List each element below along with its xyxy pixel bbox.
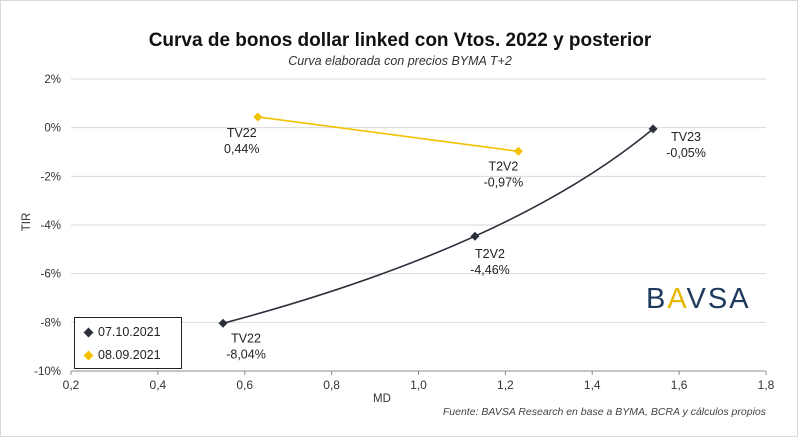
x-tick-label: 1,2 — [497, 378, 514, 392]
x-tick-label: 1,6 — [671, 378, 688, 392]
x-axis-label: MD — [373, 393, 391, 405]
legend-marker-dark — [83, 327, 94, 337]
point-value-label: -8,04% — [226, 347, 266, 361]
chart-subtitle: Curva elaborada con precios BYMA T+2 — [288, 54, 512, 68]
source-note: Fuente: BAVSA Research en base a BYMA, B… — [442, 406, 766, 418]
y-tick-label: -2% — [41, 171, 61, 183]
x-tick-label: 0,8 — [323, 378, 340, 392]
point-ticker-label: TV23 — [671, 130, 701, 144]
y-tick-label: 0% — [44, 123, 61, 135]
series-curve-07-10-2021 — [222, 128, 654, 325]
point-value-label: -0,97% — [484, 175, 524, 189]
data-point-marker — [513, 146, 523, 156]
x-tick-label: 1,8 — [758, 378, 775, 392]
data-point-marker — [470, 231, 480, 241]
data-point-marker — [218, 318, 228, 328]
chart-title: Curva de bonos dollar linked con Vtos. 2… — [148, 30, 652, 51]
x-tick-label: 1,4 — [584, 378, 601, 392]
x-tick-label: 0,6 — [236, 378, 253, 392]
point-ticker-label: T2V2 — [475, 247, 505, 261]
x-tick-label: 1,0 — [410, 378, 427, 392]
point-ticker-label: TV22 — [231, 331, 261, 345]
point-value-label: 0,44% — [224, 142, 259, 156]
point-ticker-label: T2V2 — [488, 159, 518, 173]
x-tick-label: 0,4 — [150, 378, 167, 392]
y-tick-label: -4% — [41, 220, 61, 232]
legend-marker-yellow — [83, 350, 94, 360]
y-tick-label: 2% — [44, 74, 61, 86]
legend: 07.10.2021 08.09.2021 — [74, 317, 182, 369]
legend-item-series-2: 08.09.2021 — [83, 348, 161, 362]
x-tick-label: 0,2 — [63, 378, 80, 392]
legend-label: 08.09.2021 — [98, 348, 161, 362]
data-point-marker — [648, 124, 658, 134]
series-line-08-09-2021 — [257, 116, 519, 153]
point-value-label: -4,46% — [470, 263, 510, 277]
y-tick-label: -10% — [34, 366, 61, 378]
legend-label: 07.10.2021 — [98, 325, 161, 339]
bavsa-logo: BAVSA — [646, 283, 751, 315]
point-ticker-label: TV22 — [227, 126, 257, 140]
legend-item-series-1: 07.10.2021 — [83, 325, 161, 339]
y-tick-label: -8% — [41, 317, 61, 329]
data-point-marker — [253, 112, 263, 122]
point-value-label: -0,05% — [666, 146, 706, 160]
y-tick-label: -6% — [41, 269, 61, 281]
y-axis-label: TIR — [21, 213, 33, 232]
